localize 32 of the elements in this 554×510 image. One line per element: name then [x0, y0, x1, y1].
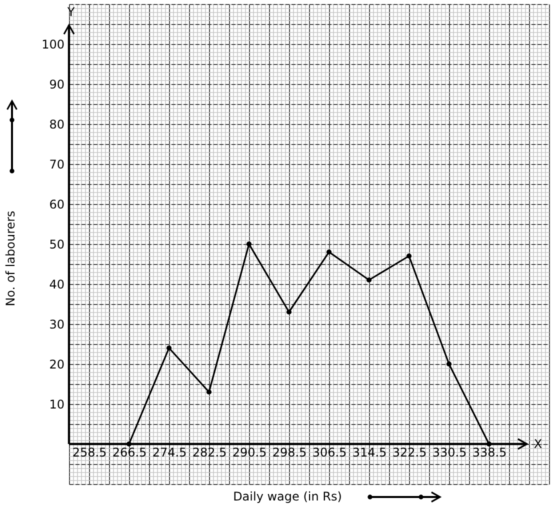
- y-tick-label: 100: [42, 38, 64, 52]
- y-tick-label: 20: [49, 358, 64, 372]
- point: [366, 277, 372, 283]
- x-tick-label: 266.5: [112, 446, 147, 460]
- x-tick-label: 330.5: [432, 446, 467, 460]
- point: [206, 389, 212, 395]
- y-tick-label: 50: [49, 238, 64, 252]
- point: [286, 309, 292, 315]
- point: [126, 441, 132, 447]
- x-tick-label: 258.5: [72, 446, 107, 460]
- x-tick-label: 338.5: [472, 446, 507, 460]
- x-tick-label: 282.5: [192, 446, 227, 460]
- y-tick-label: 90: [49, 78, 64, 92]
- x-tick-label: 322.5: [392, 446, 427, 460]
- x-axis-title: Daily wage (in Rs): [233, 490, 342, 504]
- x-tick-label: 290.5: [232, 446, 267, 460]
- y-tick-label: 60: [49, 198, 64, 212]
- x-tick-label: 306.5: [312, 446, 347, 460]
- y-tick-label: 40: [49, 278, 64, 292]
- x-tick-label: 274.5: [152, 446, 187, 460]
- point: [326, 249, 332, 255]
- point: [446, 361, 452, 367]
- y-tick-label: 70: [49, 158, 64, 172]
- x-tick-label: 298.5: [272, 446, 307, 460]
- x-tick-label: 314.5: [352, 446, 387, 460]
- y-tick-label: 80: [49, 118, 64, 132]
- y-tick-label: 10: [49, 398, 64, 412]
- point: [406, 253, 412, 259]
- point: [166, 345, 172, 351]
- y-axis-title: No. of labourers: [4, 210, 18, 306]
- point: [486, 441, 492, 447]
- y-tick-label: 30: [49, 318, 64, 332]
